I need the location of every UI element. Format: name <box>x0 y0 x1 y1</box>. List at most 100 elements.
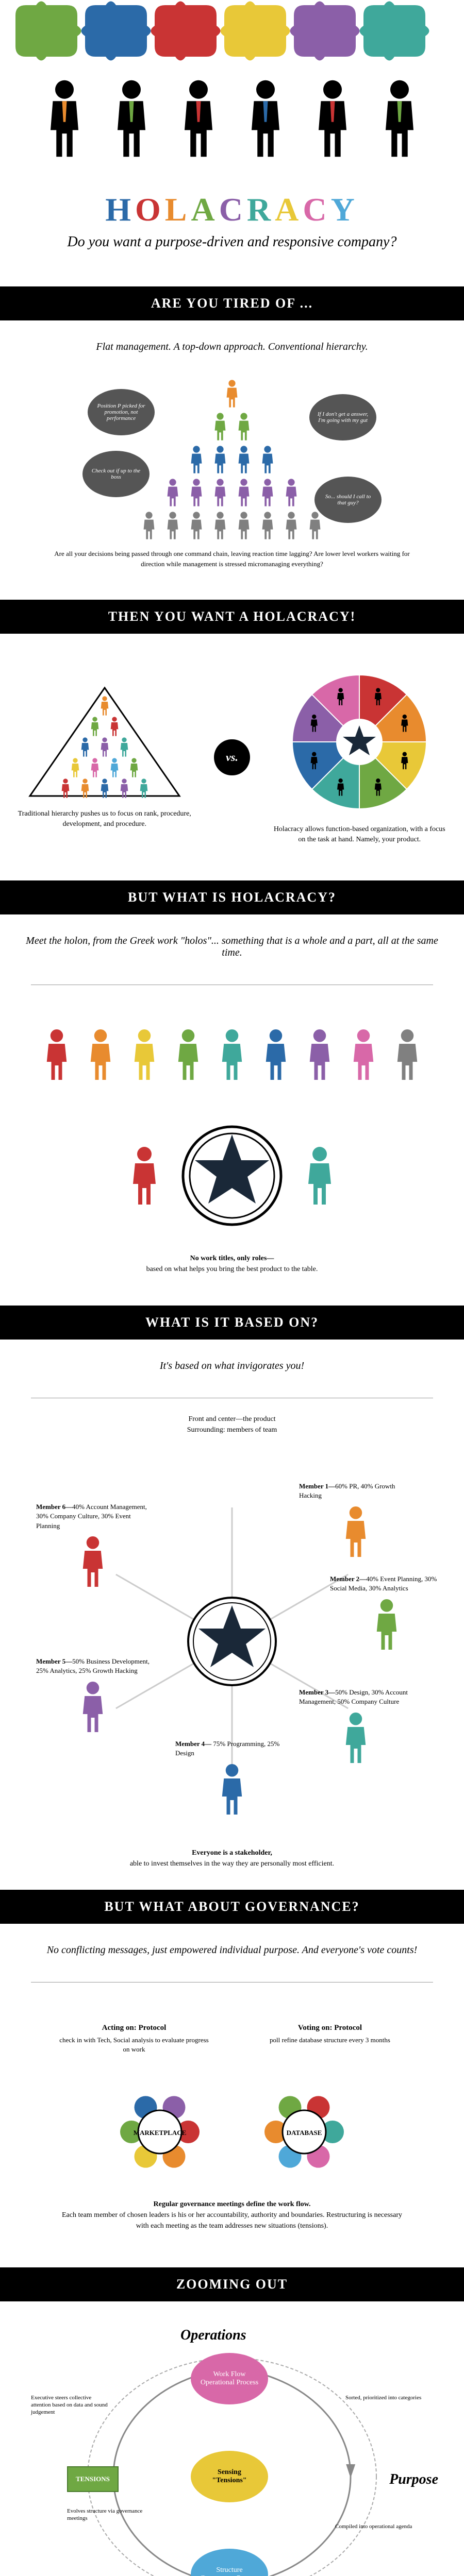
comp-right-caption: Holacracy allows function-based organiza… <box>271 824 449 844</box>
triangle-person <box>77 737 93 757</box>
team-member-4: Member 4— 75% Programming, 25% Design <box>175 1739 289 1820</box>
title-letter: A <box>191 191 219 229</box>
triangle-person <box>107 757 122 778</box>
speech-bubble: Check out if up to the boss <box>82 451 150 497</box>
header-person <box>242 72 289 165</box>
header-person <box>41 72 88 165</box>
side-person <box>124 1137 165 1214</box>
svg-text:DATABASE: DATABASE <box>287 2129 322 2137</box>
header-person <box>108 72 155 165</box>
pyramid-person <box>234 412 254 442</box>
gov-subtitle: No conflicting messages, just empowered … <box>0 1939 464 1972</box>
title-letter: C <box>219 191 247 229</box>
big-star <box>180 1124 284 1227</box>
based-footer-title: Everyone is a stakeholder, <box>192 1849 272 1857</box>
team-member-2: Member 2—40% Event Planning, 30% Social … <box>330 1574 443 1655</box>
header-person <box>175 72 222 165</box>
pyramid-person <box>258 478 277 507</box>
banner-want: THEN YOU WANT A HOLACRACY! <box>0 600 464 634</box>
holon-section: No work titles, only roles— based on wha… <box>0 995 464 1290</box>
pyramid-person <box>163 478 183 507</box>
comp-left-caption: Traditional hierarchy pushes us to focus… <box>15 809 193 829</box>
holon-person <box>82 1021 119 1088</box>
header-person <box>376 72 423 165</box>
pyramid-person <box>281 478 301 507</box>
holon-person <box>345 1021 382 1088</box>
pyramid-person <box>139 511 159 540</box>
gov-right: Voting on: Protocol poll refine database… <box>253 2024 407 2054</box>
what-bottom: No work titles, only roles— based on wha… <box>21 1248 443 1280</box>
pyramid-person <box>234 478 254 507</box>
triangle-person <box>97 696 112 716</box>
gov-bottom-title: Regular governance meetings define the w… <box>154 2200 311 2208</box>
header-person <box>309 72 356 165</box>
holon-person <box>258 1021 294 1088</box>
triangle-person <box>136 778 152 799</box>
triangle-person <box>87 757 103 778</box>
governance-section: Acting on: Protocol check in with Tech, … <box>0 1993 464 2251</box>
side-person <box>299 1137 340 1214</box>
pyramid-person <box>234 511 254 540</box>
title-letter: L <box>165 191 191 229</box>
title-letter: O <box>135 191 165 229</box>
team-member-6: Member 6—40% Account Management, 30% Com… <box>36 1502 150 1592</box>
title-letter: H <box>105 191 135 229</box>
zoom-diagram: Operations Purpose Governance Work FlowO… <box>0 2317 464 2576</box>
tired-caption: Are all your decisions being passed thro… <box>21 544 443 574</box>
title-letter: R <box>247 191 275 229</box>
speech-bubble: So... should I call to that guy? <box>314 477 382 523</box>
banner-governance: BUT WHAT ABOUT GOVERNANCE? <box>0 1890 464 1924</box>
pyramid-person <box>210 511 230 540</box>
tired-subtitle: Flat management. A top-down approach. Co… <box>0 336 464 368</box>
gov-bottom: Regular governance meetings define the w… <box>21 2194 443 2236</box>
banner-what: BUT WHAT IS HOLACRACY? <box>0 880 464 914</box>
subtitle: Do you want a purpose-driven and respons… <box>0 234 464 271</box>
comparison-right: Holacracy allows function-based organiza… <box>271 670 449 844</box>
holon-person <box>170 1021 206 1088</box>
team-circle-section: Member 1—60% PR, 40% Growth Hacking Memb… <box>0 1440 464 1842</box>
what-subtitle: Meet the holon, from the Greek work "hol… <box>0 930 464 974</box>
title-letter: Y <box>331 191 359 229</box>
triangle-person <box>126 757 142 778</box>
pyramid-person <box>210 412 230 442</box>
triangle-person <box>68 757 83 778</box>
triangle-person <box>117 778 132 799</box>
banner-tired: ARE YOU TIRED OF ... <box>0 286 464 320</box>
header-people-row <box>0 62 464 175</box>
svg-text:MARKETPLACE: MARKETPLACE <box>134 2129 187 2137</box>
pyramid-person <box>163 511 183 540</box>
zoom-note-sorted: Sorted, prioritized into categories <box>345 2394 423 2401</box>
gov-left-desc: check in with Tech, Social analysis to e… <box>57 2036 211 2054</box>
vs-badge: vs. <box>214 739 250 775</box>
triangle-person <box>107 716 122 737</box>
hierarchy-pyramid-section: Position P picked for promotion, not per… <box>0 368 464 584</box>
title-letter: A <box>275 191 303 229</box>
gov-left: Acting on: Protocol check in with Tech, … <box>57 2024 211 2054</box>
what-bottom-title: No work titles, only roles— <box>190 1255 274 1262</box>
zoom-node-workflow: Work FlowOperational Process <box>191 2353 268 2404</box>
pyramid-person <box>222 379 242 409</box>
based-center-text: Front and center—the productSurrounding:… <box>0 1409 464 1440</box>
speech-bubble: If I don't get a answer, I'm going with … <box>309 394 376 440</box>
puzzle-header <box>0 0 464 62</box>
comparison-left: Traditional hierarchy pushes us to focus… <box>15 685 193 829</box>
pyramid-person <box>234 445 254 474</box>
gov-badge: MARKETPLACE <box>113 2086 206 2178</box>
pyramid-person <box>187 478 206 507</box>
team-member-5: Member 5—50% Business Development, 25% A… <box>36 1657 150 1737</box>
holon-person <box>126 1021 162 1088</box>
holon-person <box>389 1021 425 1088</box>
pyramid-person <box>210 478 230 507</box>
holon-person <box>214 1021 250 1088</box>
holon-person <box>302 1021 338 1088</box>
banner-based: WHAT IS IT BASED ON? <box>0 1306 464 1340</box>
title-letter: C <box>303 191 330 229</box>
pyramid-person <box>258 511 277 540</box>
gov-bottom-text: Each team member of chosen leaders is hi… <box>62 2211 402 2230</box>
triangle-person <box>97 778 112 799</box>
comparison-section: Traditional hierarchy pushes us to focus… <box>0 649 464 865</box>
pyramid-person <box>187 445 206 474</box>
pyramid-person <box>281 511 301 540</box>
based-subtitle: It's based on what invigorates you! <box>0 1355 464 1387</box>
zoom-note-compiled: Compiled into operational agenda <box>335 2523 412 2530</box>
